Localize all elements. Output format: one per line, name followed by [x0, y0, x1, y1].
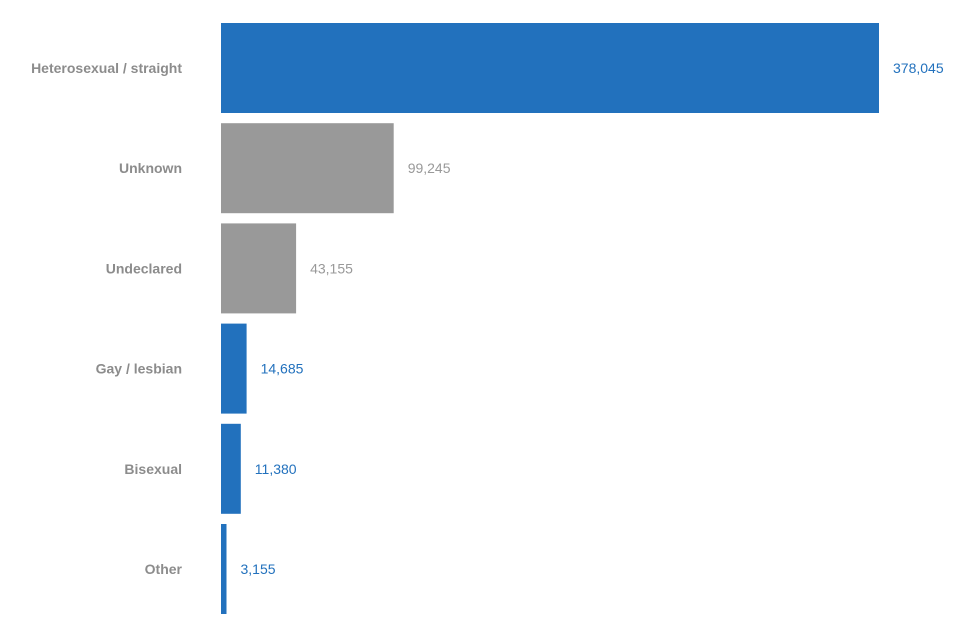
bar-gay-lesbian — [221, 323, 247, 414]
bar-heterosexual-straight — [221, 23, 879, 113]
value-label-undeclared: 43,155 — [310, 260, 353, 276]
value-label-gay-lesbian: 14,685 — [261, 361, 304, 377]
category-label-gay-lesbian: Gay / lesbian — [96, 361, 182, 377]
bars-group — [221, 23, 879, 614]
category-label-undeclared: Undeclared — [106, 260, 182, 276]
bar-other — [221, 524, 227, 614]
value-label-heterosexual-straight: 378,045 — [893, 60, 944, 76]
category-label-heterosexual-straight: Heterosexual / straight — [31, 60, 182, 76]
category-labels: Heterosexual / straight Unknown Undeclared… — [31, 60, 182, 577]
value-label-bisexual: 11,380 — [255, 461, 297, 477]
bar-unknown — [221, 123, 394, 214]
category-label-other: Other — [145, 561, 183, 577]
value-label-other: 3,155 — [241, 561, 276, 577]
category-label-bisexual: Bisexual — [124, 461, 182, 477]
category-label-unknown: Unknown — [119, 160, 182, 176]
value-label-unknown: 99,245 — [408, 160, 451, 176]
bar-undeclared — [221, 223, 297, 314]
bar-bisexual — [221, 423, 241, 514]
value-labels: 378,045 99,245 43,155 14,685 11,380 3,155 — [241, 60, 944, 577]
